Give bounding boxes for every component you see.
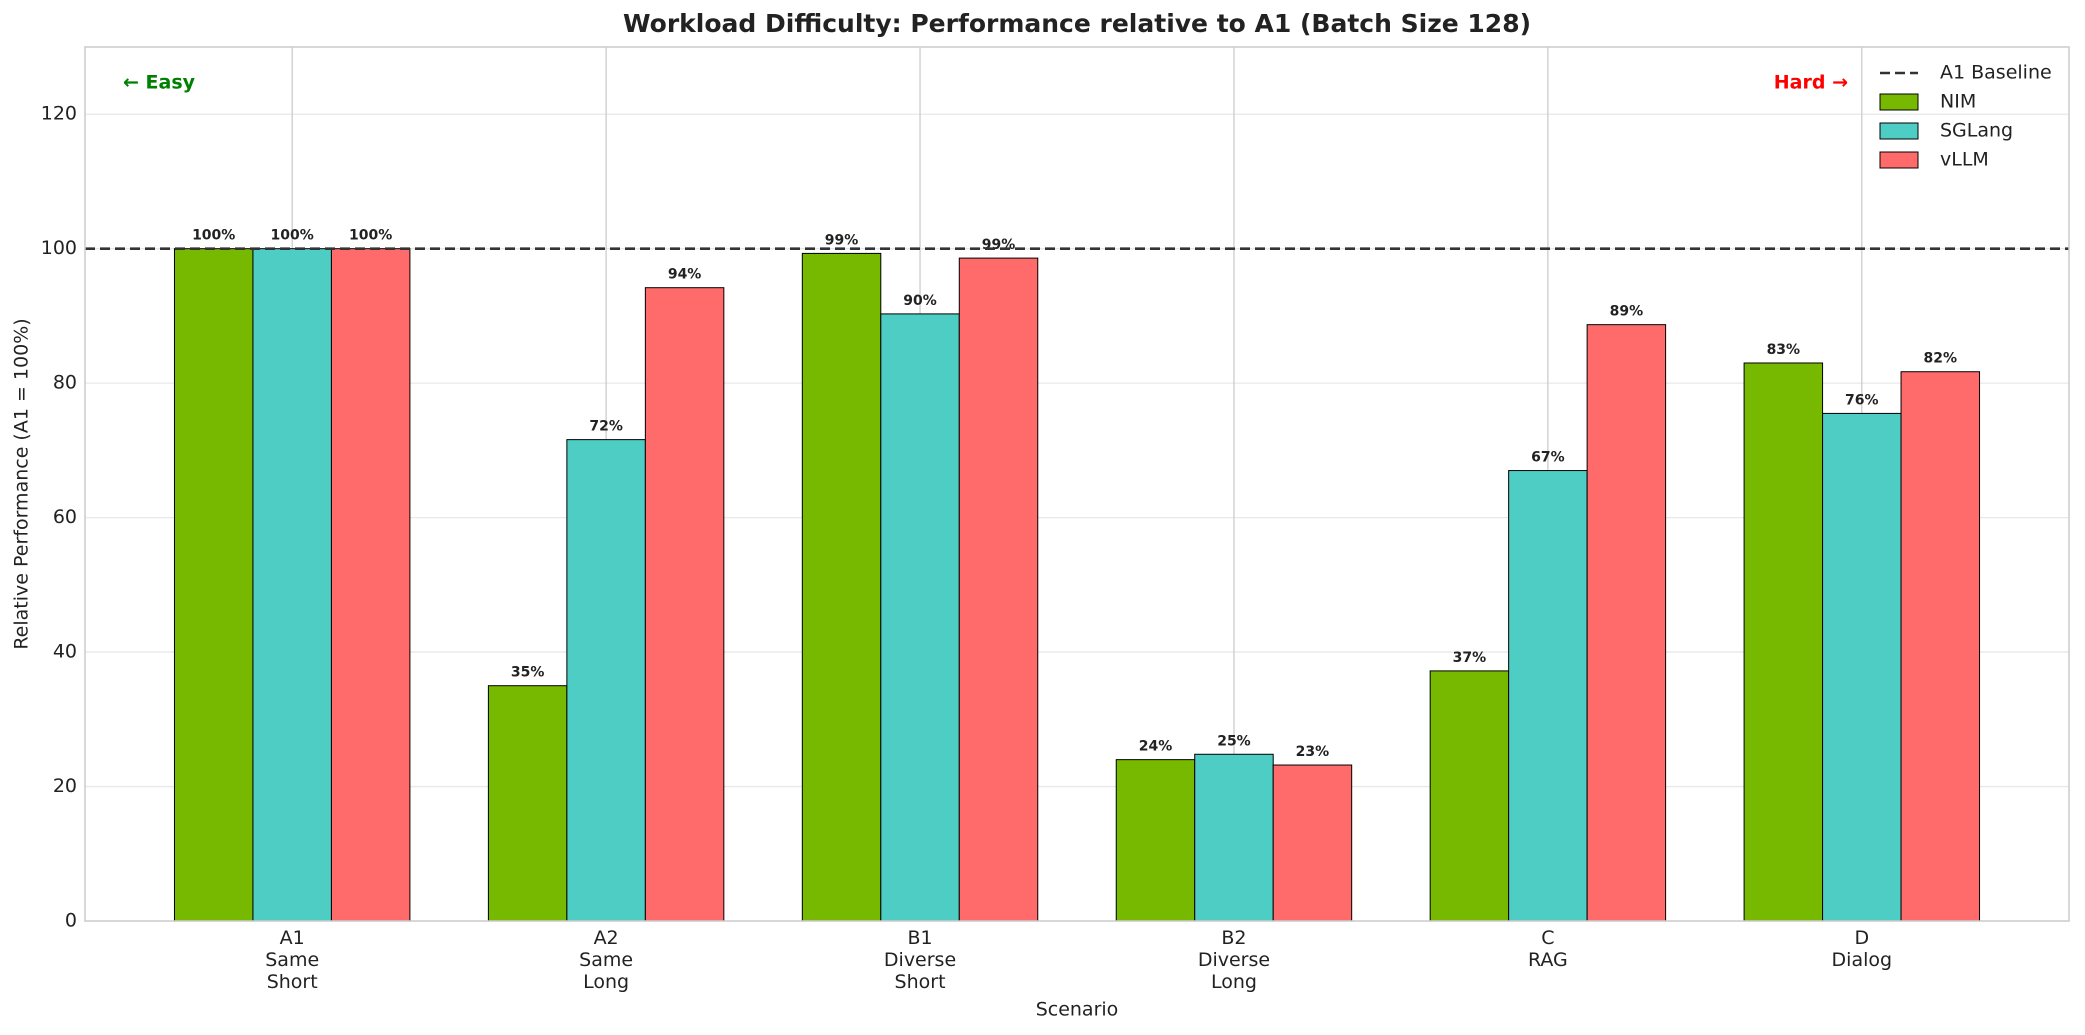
bar: [173, 248, 254, 922]
bar: [566, 439, 646, 922]
bar: [801, 252, 882, 922]
x-tick-label: B2 Diverse Long: [1197, 927, 1271, 993]
bar: [330, 248, 411, 922]
bar: [1822, 412, 1902, 922]
bar: [644, 287, 725, 922]
chart-title: Workload Difficulty: Performance relativ…: [623, 9, 1531, 38]
bar: [1115, 759, 1196, 922]
value-label: 100%: [349, 228, 392, 244]
y-tick-label: 20: [53, 775, 77, 797]
value-label: 35%: [511, 665, 545, 681]
y-tick-label: 80: [53, 372, 77, 394]
value-label: 99%: [825, 232, 859, 248]
bar: [1194, 753, 1274, 922]
plot-frame: [84, 46, 2070, 922]
x-axis-label: Scenario: [1036, 999, 1119, 1021]
y-tick-label: 100: [41, 237, 77, 259]
bar: [1586, 324, 1667, 922]
x-tick-label: D Dialog: [1831, 927, 1893, 971]
value-label: 100%: [271, 228, 314, 244]
bar: [1429, 670, 1510, 922]
legend-label: SGLang: [1940, 120, 2013, 142]
value-label: 100%: [192, 228, 235, 244]
y-axis-label: Relative Performance (A1 = 100%): [11, 318, 33, 649]
legend-swatch: [1879, 93, 1919, 111]
bar: [1900, 371, 1981, 922]
x-tick-label: A1 Same Short: [265, 927, 320, 993]
bar: [880, 313, 960, 922]
value-label: 24%: [1139, 739, 1173, 755]
x-tick-label: A2 Same Long: [579, 927, 634, 993]
bar: [252, 248, 332, 922]
value-label: 23%: [1296, 744, 1330, 760]
legend-label: A1 Baseline: [1940, 62, 2052, 84]
value-label: 83%: [1767, 342, 1801, 358]
y-tick-label: 120: [41, 103, 77, 125]
bar: [1272, 764, 1353, 922]
annotation: ← Easy: [123, 72, 196, 94]
bar: [1508, 470, 1588, 922]
annotation: Hard →: [1774, 72, 1848, 94]
legend-swatch: [1879, 151, 1919, 169]
value-label: 25%: [1217, 733, 1251, 749]
y-tick-label: 60: [53, 506, 77, 528]
x-tick-label: C RAG: [1527, 927, 1568, 971]
value-label: 94%: [668, 267, 702, 283]
bar: [487, 685, 568, 922]
x-tick-label: B1 Diverse Short: [883, 927, 957, 993]
value-label: 67%: [1531, 450, 1565, 466]
legend-label: NIM: [1940, 91, 1976, 113]
bar: [958, 257, 1039, 922]
legend-label: vLLM: [1940, 149, 1989, 171]
value-label: 82%: [1924, 351, 1958, 367]
y-tick-label: 40: [53, 641, 77, 663]
y-tick-label: 0: [65, 910, 77, 932]
value-label: 99%: [982, 237, 1016, 253]
legend-swatch: [1879, 122, 1919, 140]
value-label: 72%: [589, 419, 623, 435]
bar: [1743, 362, 1824, 922]
value-label: 76%: [1845, 392, 1879, 408]
value-label: 37%: [1453, 650, 1487, 666]
value-label: 89%: [1610, 304, 1644, 320]
value-label: 90%: [903, 293, 937, 309]
